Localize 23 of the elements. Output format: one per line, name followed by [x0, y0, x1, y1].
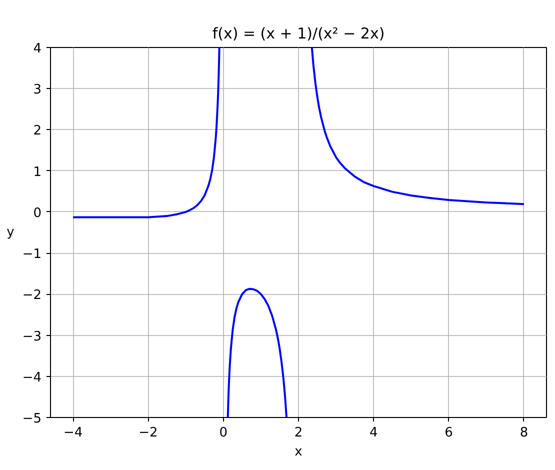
x-tick-label: 2 [294, 426, 303, 440]
y-tick-label: 1 [33, 164, 42, 180]
y-tick-label: 2 [33, 124, 42, 139]
x-tick-label: 8 [520, 426, 528, 440]
x-axis-title: x [294, 444, 303, 460]
y-tick-label: −4 [22, 370, 42, 386]
y-tick-label: 0 [33, 206, 42, 221]
line-series [72, 48, 220, 218]
x-tick-label: 4 [370, 426, 378, 440]
line-series [226, 288, 288, 418]
x-tick-label: 6 [444, 426, 453, 440]
y-tick-label: −2 [22, 288, 42, 304]
x-tick-label: −2 [138, 426, 158, 440]
x-tick-label: −4 [63, 426, 83, 440]
y-tick-label: −1 [22, 247, 42, 262]
y-tick-label: −5 [22, 412, 42, 426]
y-tick-label: 4 [33, 42, 42, 56]
y-tick-label: 3 [33, 82, 42, 98]
y-axis-title: y [6, 225, 15, 240]
line-series [310, 48, 525, 206]
y-tick-label: −3 [22, 329, 42, 344]
chart-title: f(x) = (x + 1)/(x² − 2x) [212, 24, 385, 42]
x-tick-label: 0 [219, 426, 228, 440]
